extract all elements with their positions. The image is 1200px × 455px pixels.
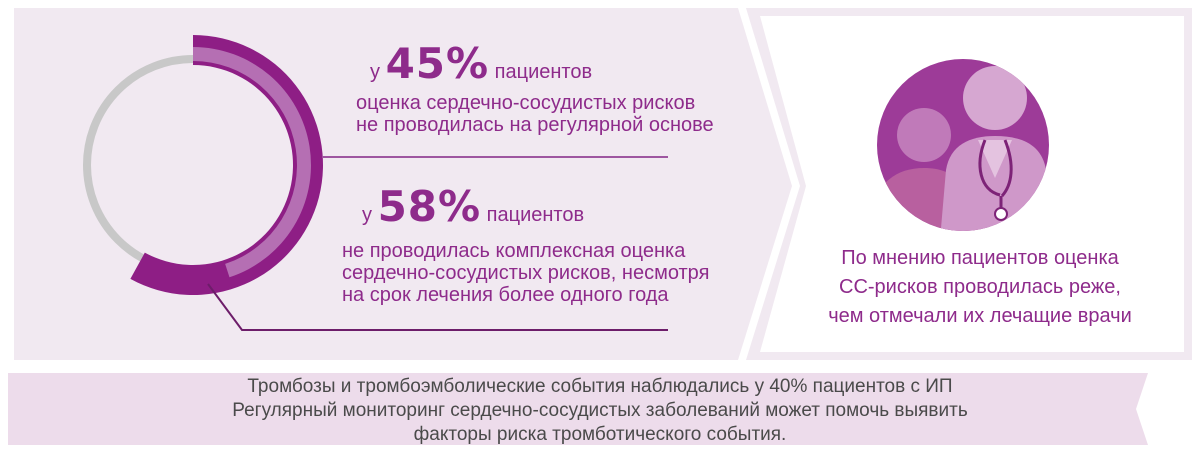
stat-45-desc-line: не проводилась на регулярной основе [356,114,714,136]
right-caption-line: чем отмечали их лечащие врачи [828,305,1132,327]
right-caption: По мнению пациентов оценка СС-рисков про… [780,244,1180,331]
stat-45-value: 45% [385,39,490,88]
ring-chart [83,35,324,296]
ring-arc-45 [193,47,312,278]
stat-58-suffix: пациентов [486,204,585,226]
stat-58-prefix: у [362,204,372,226]
bottom-note-line: факторы риска тромботического события. [413,424,787,445]
stat-58-desc-line: не проводилась комплексная оценка [342,240,686,262]
patient-doctor-icon [877,59,1049,231]
stat-58-desc-line: на срок лечения более одного года [342,284,669,306]
stat-45-prefix: у [370,61,380,83]
right-caption-line: По мнению пациентов оценка [841,247,1119,269]
stat-45-divider [322,156,668,158]
stat-45-suffix: пациентов [494,61,593,83]
right-caption-line: СС-рисков проводилась реже, [839,276,1121,298]
bottom-note-line: Регулярный мониторинг сердечно-сосудисты… [232,400,968,421]
stat-58-heading: у 58% пациентов [362,186,585,228]
stat-58-desc-line: сердечно-сосудистых рисков, несмотря [342,262,710,284]
stat-45-description: оценка сердечно-сосудистых рисков не про… [356,92,776,136]
bottom-note-line: Тромбозы и тромбоэмболические события на… [247,376,953,397]
bottom-band [8,373,1148,445]
bottom-note: Тромбозы и тромбоэмболические события на… [0,375,1200,447]
connector-line-58 [207,283,668,331]
stat-45-desc-line: оценка сердечно-сосудистых рисков [356,92,696,114]
stat-58-value: 58% [377,182,482,231]
stat-45-heading: у 45% пациентов [370,43,593,85]
stat-58-description: не проводилась комплексная оценка сердеч… [342,240,762,306]
background-panels [14,8,1192,360]
